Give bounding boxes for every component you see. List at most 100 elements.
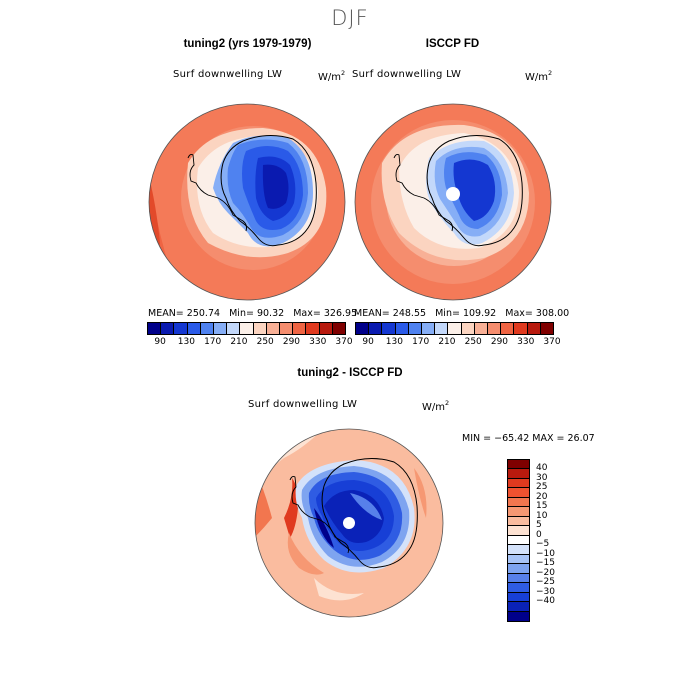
colorbar-swatch bbox=[435, 323, 449, 334]
colorbar-tick-label: −40 bbox=[536, 596, 555, 607]
colorbar-swatch bbox=[508, 488, 529, 498]
right-polar-map bbox=[354, 103, 552, 301]
left-colorbar bbox=[147, 322, 346, 335]
colorbar-tick-label: 370 bbox=[543, 337, 561, 347]
colorbar-tick-label: −20 bbox=[536, 567, 555, 578]
colorbar-swatch bbox=[508, 460, 529, 470]
left-polar-map bbox=[148, 103, 346, 301]
colorbar-swatch bbox=[293, 323, 307, 334]
colorbar-swatch bbox=[200, 323, 215, 334]
colorbar-swatch bbox=[227, 323, 241, 334]
colorbar-swatch bbox=[369, 323, 383, 334]
colorbar-tick-label: −10 bbox=[536, 548, 555, 559]
colorbar-tick-label: −5 bbox=[536, 539, 550, 550]
colorbar-swatch bbox=[474, 323, 489, 334]
left-panel-title: tuning2 (yrs 1979-1979) bbox=[183, 38, 312, 50]
colorbar-swatch bbox=[148, 323, 162, 334]
colorbar-tick-label: 290 bbox=[282, 337, 301, 347]
colorbar-swatch bbox=[319, 323, 333, 334]
colorbar-swatch bbox=[161, 323, 175, 334]
right-stats: MEAN= 248.55 Min= 109.92 Max= 308.00 bbox=[354, 308, 570, 319]
colorbar-tick-label: 290 bbox=[490, 337, 509, 347]
right-mean-value: 248.55 bbox=[392, 308, 427, 319]
diff-panel-title: tuning2 - ISCCP FD bbox=[297, 367, 403, 379]
diff-colorbar bbox=[507, 459, 530, 622]
right-min-value: 109.92 bbox=[462, 308, 497, 319]
diff-variable-label: Surf downwelling LW bbox=[248, 399, 358, 410]
right-panel-title: ISCCP FD bbox=[425, 38, 480, 50]
colorbar-tick-label: 25 bbox=[536, 482, 548, 493]
colorbar-swatch bbox=[332, 323, 346, 334]
colorbar-tick-label: 330 bbox=[517, 337, 535, 347]
colorbar-tick-label: 170 bbox=[412, 337, 430, 347]
colorbar-swatch bbox=[527, 323, 541, 334]
colorbar-swatch bbox=[508, 516, 529, 527]
colorbar-swatch bbox=[508, 564, 529, 574]
colorbar-tick-label: 90 bbox=[154, 337, 166, 347]
right-unit-label: W/m2 bbox=[525, 69, 553, 83]
colorbar-swatch bbox=[174, 323, 188, 334]
colorbar-tick-label: 10 bbox=[536, 510, 548, 521]
colorbar-swatch bbox=[448, 323, 462, 334]
diff-polar-map bbox=[254, 428, 444, 618]
colorbar-swatch bbox=[240, 323, 254, 334]
colorbar-swatch bbox=[382, 323, 396, 334]
colorbar-tick-label: 130 bbox=[385, 337, 403, 347]
colorbar-tick-label: 30 bbox=[536, 472, 548, 483]
colorbar-swatch bbox=[508, 611, 529, 621]
colorbar-swatch bbox=[508, 583, 529, 593]
colorbar-swatch bbox=[214, 323, 228, 334]
colorbar-swatch bbox=[508, 535, 529, 546]
colorbar-tick-label: 170 bbox=[204, 337, 222, 347]
colorbar-tick-label: 0 bbox=[536, 529, 542, 540]
colorbar-tick-label: 250 bbox=[464, 337, 482, 347]
right-colorbar bbox=[355, 322, 554, 335]
colorbar-tick-label: 5 bbox=[536, 520, 542, 531]
colorbar-swatch bbox=[508, 507, 529, 517]
colorbar-swatch bbox=[508, 592, 529, 603]
colorbar-swatch bbox=[508, 478, 529, 489]
colorbar-swatch bbox=[266, 323, 281, 334]
left-variable-label: Surf downwelling LW bbox=[173, 69, 283, 80]
colorbar-tick-label: 130 bbox=[177, 337, 195, 347]
colorbar-swatch bbox=[508, 497, 529, 508]
colorbar-tick-label: 40 bbox=[536, 463, 548, 474]
colorbar-swatch bbox=[422, 323, 436, 334]
colorbar-swatch bbox=[253, 323, 267, 334]
season-title: DJF bbox=[331, 6, 369, 30]
colorbar-swatch bbox=[501, 323, 515, 334]
colorbar-tick-label: 20 bbox=[536, 491, 548, 502]
colorbar-swatch bbox=[395, 323, 409, 334]
colorbar-swatch bbox=[508, 545, 529, 555]
colorbar-swatch bbox=[488, 323, 502, 334]
left-min-value: 90.32 bbox=[256, 308, 285, 319]
left-unit-label: W/m2 bbox=[318, 69, 346, 83]
right-max-value: 308.00 bbox=[535, 308, 570, 319]
colorbar-tick-label: 90 bbox=[362, 337, 374, 347]
colorbar-swatch bbox=[356, 323, 370, 334]
colorbar-tick-label: 370 bbox=[335, 337, 353, 347]
colorbar-swatch bbox=[461, 323, 475, 334]
colorbar-swatch bbox=[508, 469, 529, 479]
colorbar-swatch bbox=[508, 573, 529, 584]
colorbar-tick-label: 250 bbox=[256, 337, 274, 347]
diff-minmax: MIN = −65.42 MAX = 26.07 bbox=[462, 433, 595, 444]
colorbar-swatch bbox=[508, 602, 529, 612]
colorbar-swatch bbox=[408, 323, 423, 334]
diff-colorbar-ticks: 40 30 25 20 15 10 5 0 −5 −10 −15 −20 −25 −30 −40 bbox=[536, 459, 576, 620]
colorbar-swatch bbox=[514, 323, 528, 334]
colorbar-swatch bbox=[508, 526, 529, 536]
colorbar-tick-label: 15 bbox=[536, 501, 548, 512]
colorbar-swatch bbox=[187, 323, 201, 334]
colorbar-swatch bbox=[280, 323, 294, 334]
colorbar-swatch bbox=[508, 554, 529, 565]
colorbar-tick-label: 210 bbox=[230, 337, 248, 347]
left-mean-value: 250.74 bbox=[186, 308, 221, 319]
diff-unit-label: W/m2 bbox=[422, 399, 450, 413]
colorbar-tick-label: 330 bbox=[309, 337, 327, 347]
colorbar-swatch bbox=[540, 323, 554, 334]
left-max-value: 326.95 bbox=[323, 308, 358, 319]
colorbar-tick-label: −30 bbox=[536, 586, 555, 597]
colorbar-tick-label: −15 bbox=[536, 558, 555, 569]
colorbar-tick-label: 210 bbox=[438, 337, 456, 347]
